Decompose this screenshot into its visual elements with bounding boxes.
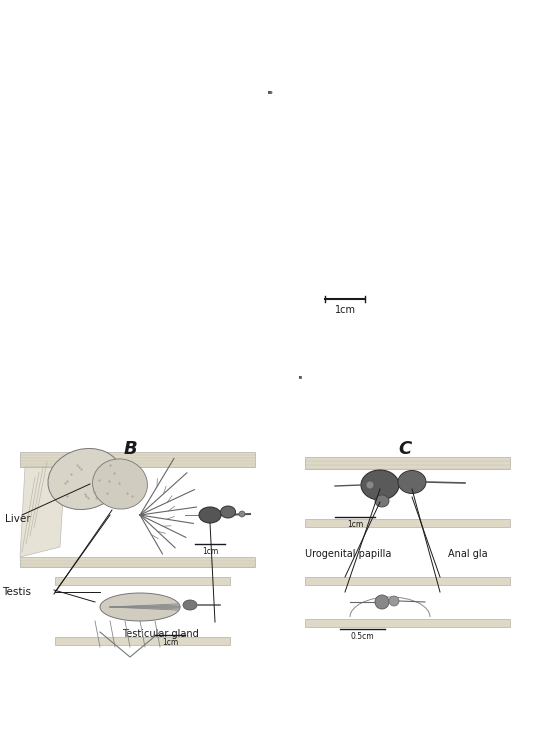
- Polygon shape: [305, 519, 510, 527]
- Polygon shape: [55, 577, 230, 585]
- Ellipse shape: [199, 507, 221, 523]
- Circle shape: [366, 481, 374, 489]
- Ellipse shape: [220, 506, 235, 518]
- Polygon shape: [20, 467, 65, 557]
- Ellipse shape: [361, 470, 399, 500]
- Polygon shape: [305, 619, 510, 627]
- Ellipse shape: [92, 459, 147, 509]
- Polygon shape: [305, 577, 510, 585]
- Ellipse shape: [398, 470, 426, 494]
- Circle shape: [389, 596, 399, 606]
- Text: B: B: [123, 440, 137, 458]
- Text: Testis: Testis: [2, 587, 31, 597]
- Text: 1cm: 1cm: [347, 520, 363, 529]
- Text: 1cm: 1cm: [162, 638, 178, 647]
- Text: Anal gla: Anal gla: [448, 549, 488, 559]
- Text: 1cm: 1cm: [334, 305, 355, 315]
- Text: C: C: [399, 440, 411, 458]
- Text: Liver: Liver: [5, 514, 31, 524]
- Text: 0.5cm: 0.5cm: [350, 632, 374, 641]
- Ellipse shape: [183, 600, 197, 610]
- Polygon shape: [55, 637, 230, 645]
- Text: Testicular gland: Testicular gland: [122, 629, 198, 639]
- Polygon shape: [20, 452, 255, 467]
- Circle shape: [375, 595, 389, 609]
- Ellipse shape: [375, 495, 389, 507]
- Ellipse shape: [48, 448, 122, 509]
- Text: Urogenital papilla: Urogenital papilla: [305, 549, 392, 559]
- Circle shape: [239, 511, 245, 517]
- Polygon shape: [305, 457, 510, 469]
- Polygon shape: [20, 557, 255, 567]
- Text: 1cm: 1cm: [202, 547, 218, 556]
- Ellipse shape: [100, 593, 180, 621]
